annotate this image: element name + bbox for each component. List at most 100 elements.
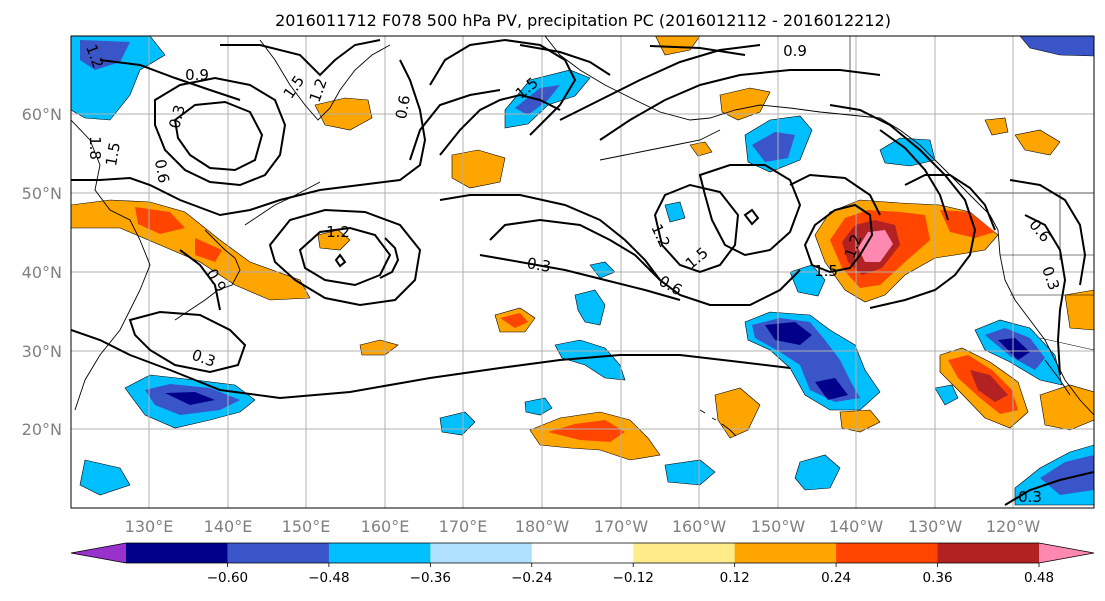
- pv-contour: [559, 44, 761, 121]
- lon-label: 160°E: [361, 517, 410, 536]
- precip-patch: [789, 264, 826, 297]
- graticule: [71, 36, 1094, 508]
- pv-contour: [489, 218, 661, 281]
- precip-patch: [71, 199, 311, 301]
- pv-contour: [154, 76, 287, 187]
- latitude-labels: 60°N 50°N 40°N 30°N 20°N: [22, 105, 62, 439]
- lon-label: 150°W: [751, 517, 806, 536]
- precip-patch: [858, 230, 893, 262]
- colorbar-segment: [633, 543, 736, 563]
- colorbar-segment: [531, 543, 634, 563]
- colorbar-segment: [937, 543, 1040, 563]
- colorbar-segments: [70, 542, 1095, 564]
- pv-contour: [829, 104, 977, 309]
- precip-patch: [500, 313, 528, 328]
- precip-patch: [714, 387, 761, 439]
- lat-label-60n: 60°N: [22, 105, 62, 124]
- pv-contour: [379, 237, 400, 279]
- contour-label: 0.3: [526, 254, 553, 276]
- pv-contour: [599, 69, 881, 141]
- map-panel: 1.2 0.9 0.9 1.5 1.2 0.3 0.6 1.8 1.5 1.5 …: [71, 36, 1094, 508]
- contour-label: 1.2: [326, 223, 350, 241]
- colorbar-tick-label: 0.36: [923, 570, 953, 586]
- precip-patch: [934, 384, 959, 406]
- coastline-baja: [1044, 359, 1071, 396]
- precip-patch: [664, 459, 716, 486]
- colorbar-tick-label: −0.12: [613, 570, 654, 586]
- pv-contour: [429, 38, 577, 136]
- precip-patch: [752, 132, 795, 162]
- pv-contour: [179, 249, 221, 311]
- precip-patch: [998, 338, 1030, 360]
- pv-contour: [409, 89, 501, 161]
- contour-label: 0.6: [151, 158, 173, 185]
- pv-contour: [904, 174, 996, 231]
- pv-contour: [1004, 471, 1094, 506]
- colorbar-segment: [328, 543, 431, 563]
- precip-patch: [451, 149, 506, 189]
- colorbar-segment: [734, 543, 837, 563]
- pv-contour: [439, 194, 801, 306]
- lat-label-20n: 20°N: [22, 420, 62, 439]
- colorbar-tick-label: −0.48: [308, 570, 349, 586]
- precip-patch: [1014, 129, 1061, 156]
- map-title: 2016011712 F078 500 hPa PV, precipitatio…: [275, 11, 891, 30]
- hawaii-islands: [699, 409, 737, 437]
- colorbar-segment: [836, 543, 939, 563]
- precip-patch: [548, 420, 625, 442]
- pv-contour: [698, 164, 802, 257]
- precip-patch: [79, 459, 131, 496]
- pv-contour: [298, 226, 392, 287]
- colorbar-ticks: −0.60 −0.48 −0.36 −0.24 −0.12 0.12 0.24 0.36 0.4…: [207, 563, 1054, 586]
- lat-label-40n: 40°N: [22, 263, 62, 282]
- precip-patch: [195, 238, 222, 262]
- precipitation-shading: [71, 36, 1094, 506]
- precip-patch: [794, 454, 841, 491]
- coastline-aleutians: [599, 129, 721, 161]
- pv-contour: [99, 59, 241, 101]
- precip-patch: [655, 36, 701, 56]
- lon-label: 130°W: [908, 517, 963, 536]
- pv-contour: [1009, 179, 1087, 286]
- colorbar-segment: [126, 543, 228, 563]
- contour-label: 0.3: [1018, 488, 1042, 506]
- colorbar-segment: [227, 543, 330, 563]
- precip-patch: [970, 370, 1008, 402]
- lon-label: 130°E: [125, 517, 174, 536]
- lon-label: 140°W: [829, 517, 884, 536]
- pv-contour: [220, 39, 381, 77]
- precip-patch: [1039, 384, 1094, 431]
- pv-contour: [1024, 214, 1067, 376]
- colorbar-tick-label: −0.24: [511, 570, 552, 586]
- colorbar-tick-label: −0.60: [207, 570, 248, 586]
- coastline-kuril: [244, 181, 321, 226]
- lon-label: 170°E: [439, 517, 488, 536]
- lon-label: 180°W: [515, 517, 570, 536]
- precip-patch: [1064, 289, 1094, 331]
- contour-label: 1.5: [102, 141, 124, 168]
- lon-label: 140°E: [204, 517, 253, 536]
- precip-patch: [839, 409, 881, 433]
- pv-contour: [334, 253, 347, 268]
- precip-patch: [135, 207, 185, 234]
- precip-patch: [574, 289, 606, 326]
- contour-label: 1.5: [814, 262, 838, 280]
- pv-contour: [789, 173, 881, 216]
- colorbar-outline: [70, 542, 1095, 564]
- contour-label: 0.9: [783, 42, 807, 60]
- contour-label: 0.9: [185, 66, 209, 84]
- coastline-north-america: [997, 229, 1094, 416]
- contour-label: 0.3: [165, 103, 189, 131]
- precip-patch: [940, 210, 995, 238]
- lon-label: 150°E: [282, 517, 331, 536]
- pv-contour: [128, 310, 247, 374]
- lon-label: 170°W: [594, 517, 649, 536]
- pv-contour: [803, 203, 874, 274]
- map-frame: [70, 35, 1095, 509]
- colorbar: −0.60 −0.48 −0.36 −0.24 −0.12 0.12 0.24 0.36 0.4…: [70, 542, 1095, 586]
- lat-label-50n: 50°N: [22, 184, 62, 203]
- colorbar-tick-label: 0.48: [1024, 570, 1054, 586]
- lon-label: 160°W: [672, 517, 727, 536]
- precip-patch: [689, 141, 713, 157]
